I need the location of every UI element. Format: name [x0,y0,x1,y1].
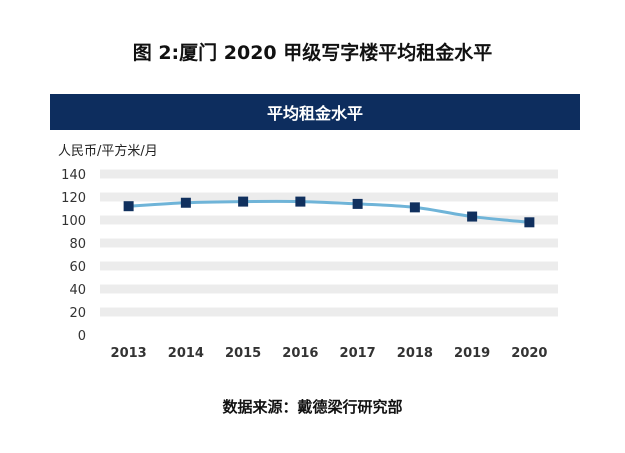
gridline [100,169,558,179]
gridline [100,307,558,317]
y-axis-label: 人民币/平方米/月 [58,143,158,159]
gridline [100,238,558,248]
y-tick-label: 120 [61,191,86,206]
x-tick-label: 2014 [168,346,204,361]
data-source: 数据来源：戴德梁行研究部 [222,398,403,416]
data-point [180,197,191,208]
figure-title: 图 2:厦门 2020 甲级写字楼平均租金水平 [132,42,493,64]
y-tick-label: 40 [69,283,86,298]
y-tick-label: 60 [69,260,86,275]
data-point [123,201,134,212]
data-point [524,217,535,228]
y-tick-label: 140 [61,168,86,183]
grid [100,169,558,317]
x-tick-label: 2017 [340,346,376,361]
gridline [100,284,558,294]
x-tick-label: 2018 [397,346,433,361]
x-tick-label: 2016 [282,346,318,361]
gridline [100,192,558,202]
data-point [467,211,478,222]
x-tick-label: 2020 [511,346,547,361]
x-tick-label: 2019 [454,346,490,361]
gridline [100,261,558,271]
y-tick-label: 0 [78,329,86,344]
data-point [409,202,420,213]
x-axis-ticks: 2013 2014 2015 2016 2017 2018 2019 2020 [111,346,548,361]
chart-title: 平均租金水平 [266,104,363,123]
y-axis-ticks: 0 20 40 60 80 100 120 140 [61,168,86,344]
data-point [352,198,363,209]
gridline [100,215,558,225]
series [123,196,535,228]
data-point [238,196,249,207]
y-tick-label: 80 [69,237,86,252]
y-tick-label: 100 [61,214,86,229]
chart-title-banner: 平均租金水平 [50,94,580,130]
y-tick-label: 20 [69,306,86,321]
data-point [295,196,306,207]
x-tick-label: 2015 [225,346,261,361]
x-tick-label: 2013 [111,346,147,361]
